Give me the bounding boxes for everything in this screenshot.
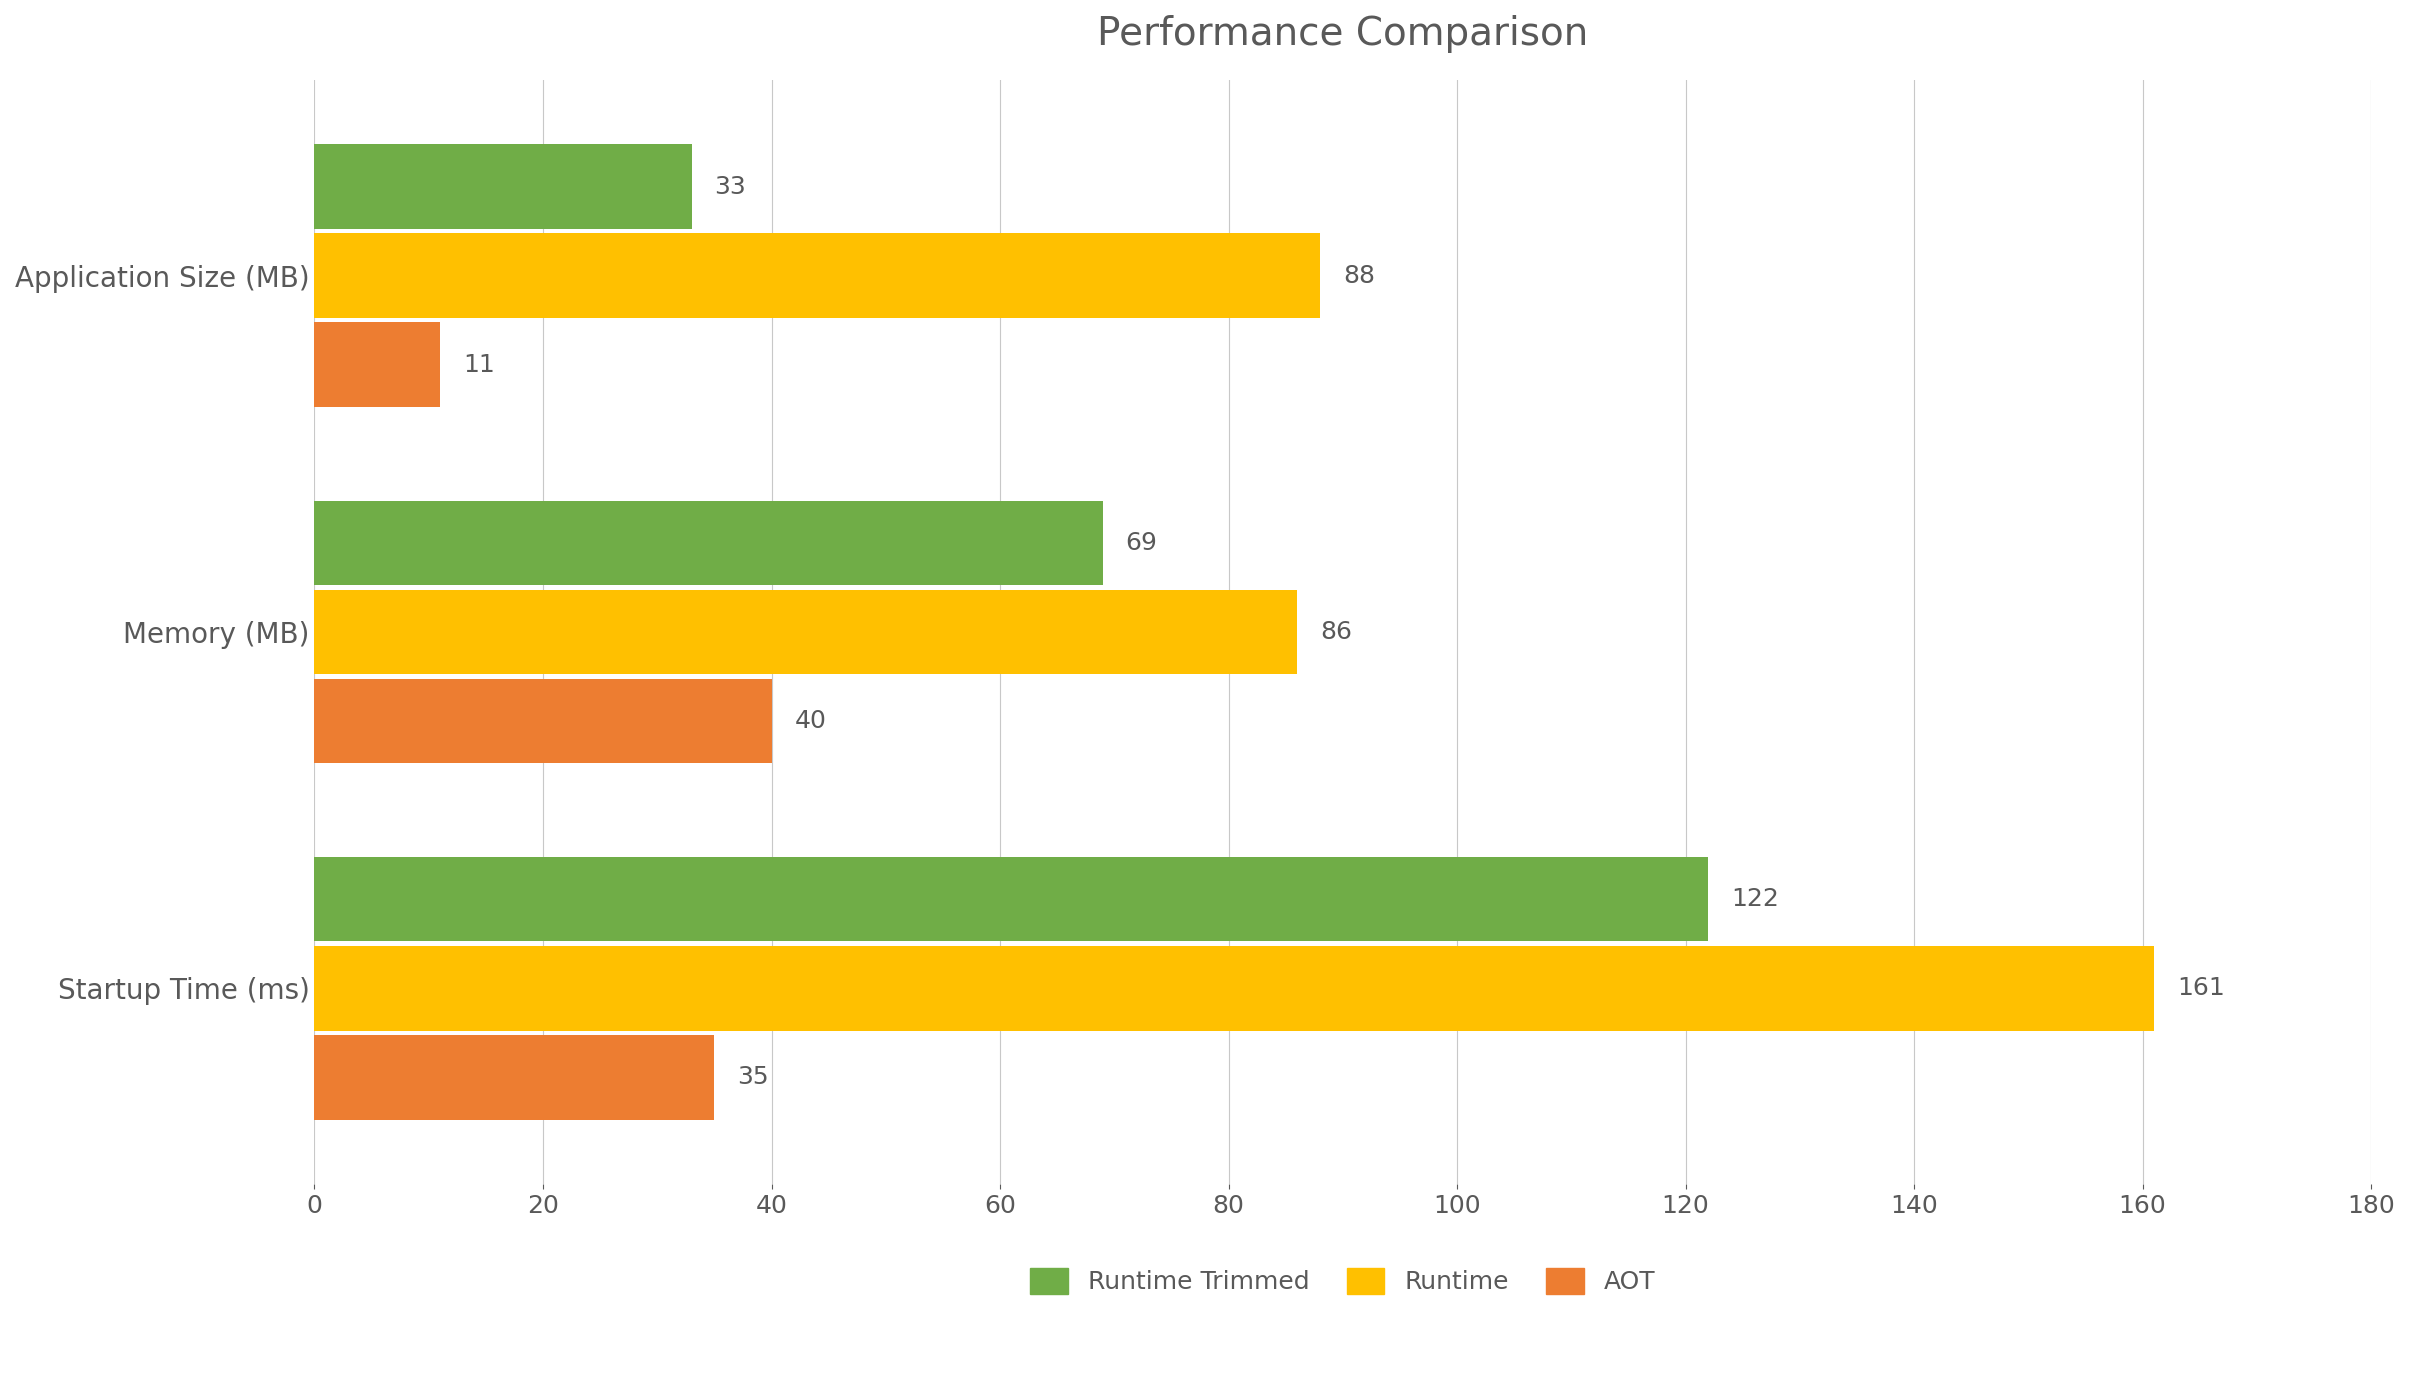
Bar [313,1035,713,1120]
Text: 40: 40 [795,708,827,734]
Text: 122: 122 [1730,888,1779,911]
Text: 33: 33 [713,175,747,199]
Bar [313,946,2155,1030]
Text: 88: 88 [1342,263,1374,287]
Bar [313,589,1297,675]
Bar [313,234,1321,318]
Text: 161: 161 [2176,976,2224,1000]
Legend: Runtime Trimmed, Runtime, AOT: Runtime Trimmed, Runtime, AOT [1019,1259,1665,1305]
Bar [313,679,771,763]
Bar [313,144,692,230]
Text: 11: 11 [463,353,494,377]
Bar [313,501,1104,585]
Title: Performance Comparison: Performance Comparison [1097,15,1588,53]
Text: 69: 69 [1125,531,1157,554]
Bar [313,322,441,407]
Bar [313,857,1709,941]
Text: 86: 86 [1321,620,1352,644]
Text: 35: 35 [737,1065,769,1089]
